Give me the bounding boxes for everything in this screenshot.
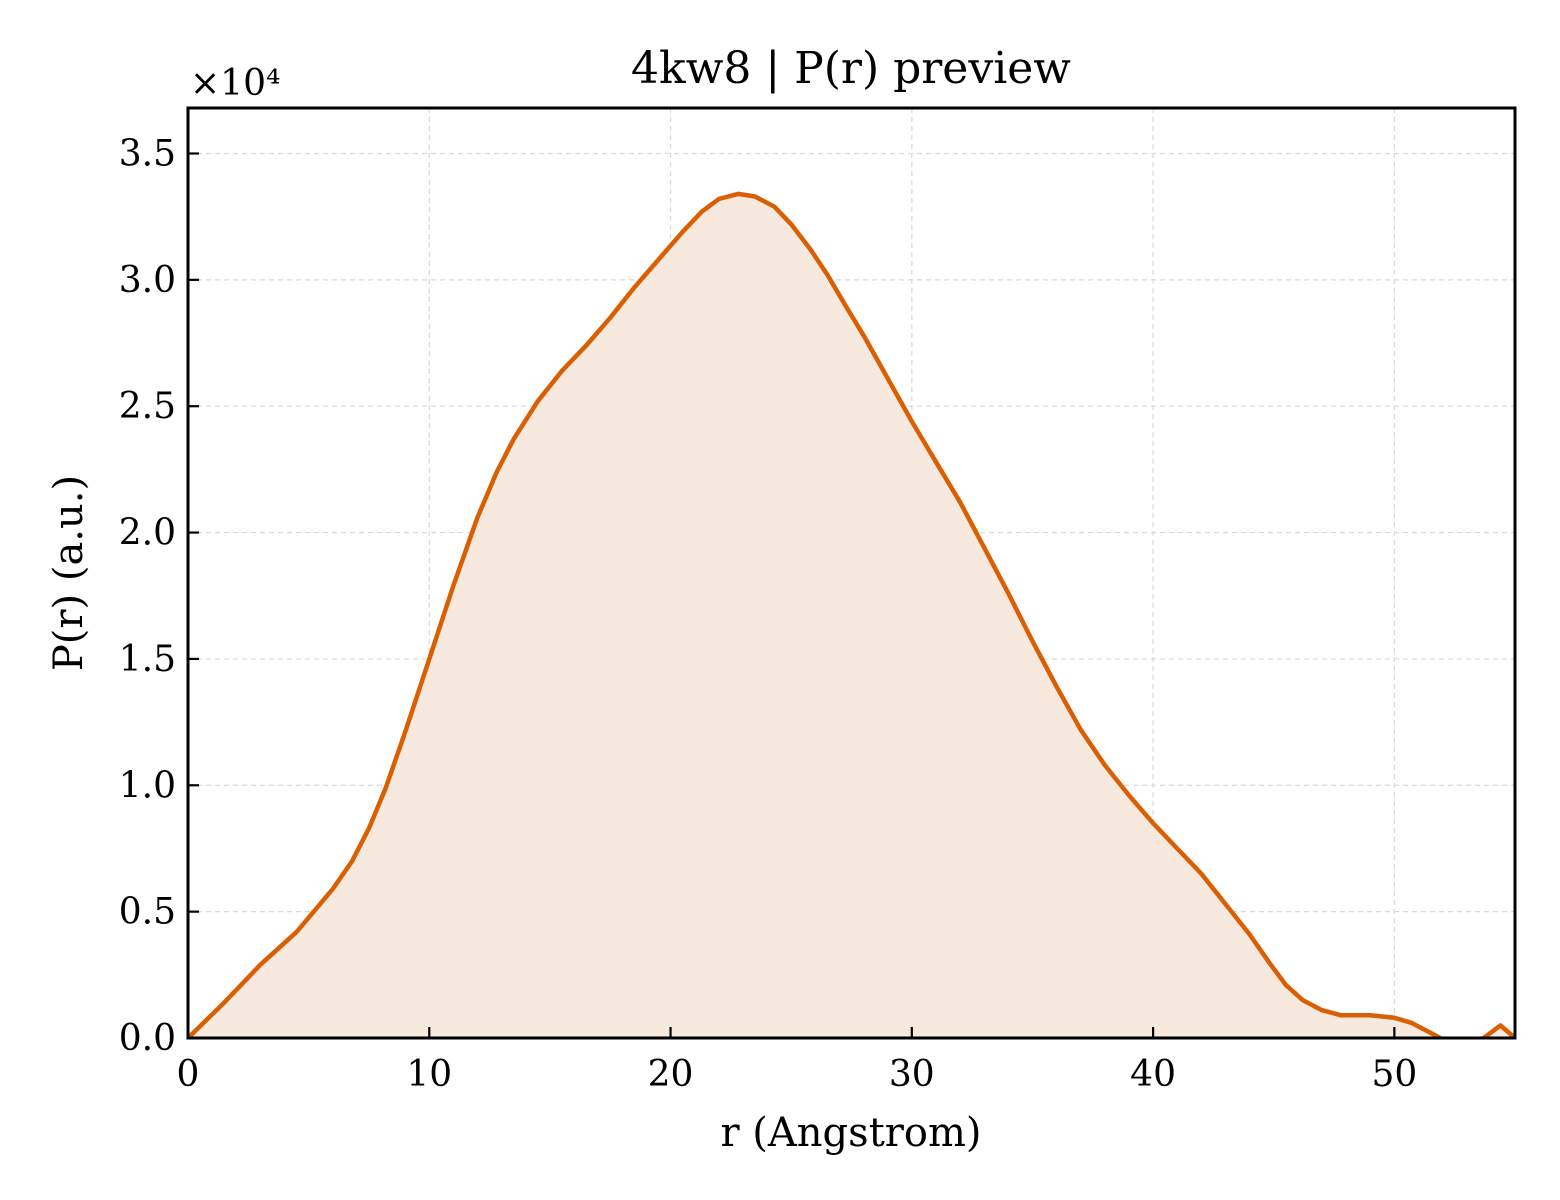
- y-multiplier-label: ×10⁴: [190, 63, 280, 104]
- chart-title: 4kw8 | P(r) preview: [631, 43, 1071, 94]
- x-tick-label: 10: [406, 1054, 452, 1095]
- pr-area-fill: [188, 193, 1515, 1038]
- x-tick-label: 40: [1130, 1054, 1176, 1095]
- x-tick-label: 20: [648, 1054, 694, 1095]
- y-tick-label: 1.0: [119, 765, 176, 806]
- y-tick-label: 2.5: [119, 386, 176, 427]
- y-tick-label: 1.5: [119, 639, 176, 680]
- y-tick-label: 2.0: [119, 513, 176, 554]
- y-tick-label: 0.5: [119, 892, 176, 933]
- y-tick-label: 0.0: [119, 1018, 176, 1059]
- plot-frame: [186, 106, 1517, 1040]
- x-tick-label: 30: [889, 1054, 935, 1095]
- y-axis-title: P(r) (a.u.): [46, 475, 92, 671]
- x-tick-label: 0: [177, 1054, 200, 1095]
- y-tick-label: 3.5: [119, 133, 176, 174]
- y-tick-label: 3.0: [119, 260, 176, 301]
- x-tick-label: 50: [1371, 1054, 1417, 1095]
- pr-curve: [188, 191, 1515, 1038]
- axis-ticks: [186, 152, 1396, 1040]
- x-axis-title: r (Angstrom): [720, 1110, 981, 1156]
